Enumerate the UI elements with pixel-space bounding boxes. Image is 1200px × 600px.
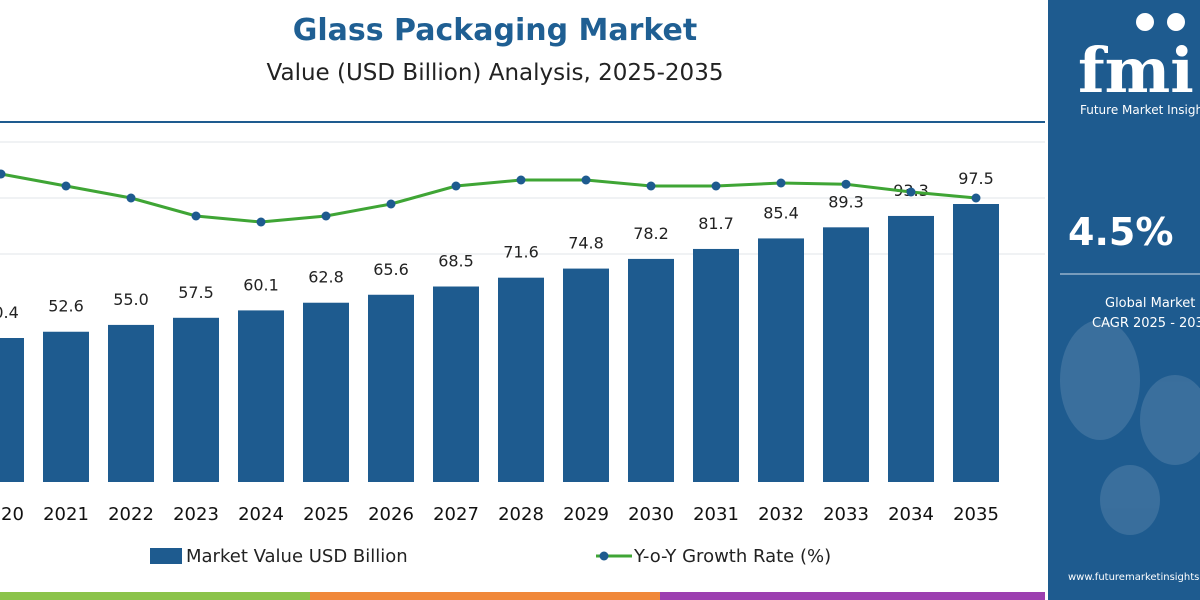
growth-line — [0, 172, 977, 224]
bar-2032 — [758, 238, 804, 482]
legend-line-label: Y-o-Y Growth Rate (%) — [633, 546, 831, 567]
legend-line-marker — [599, 551, 609, 561]
x-tick-label: 2030 — [628, 504, 674, 525]
bar-2028 — [498, 277, 544, 482]
stripe-orange — [310, 592, 660, 600]
bar-value-label: 60.1 — [243, 275, 279, 294]
bar-value-label: 97.5 — [958, 169, 994, 188]
cagr-value: 4.5% — [1068, 210, 1173, 254]
bar-2029 — [563, 268, 609, 482]
x-tick-label: 2021 — [43, 504, 89, 525]
brand-subtitle: Future Market Insights — [1080, 103, 1200, 117]
bar-value-label: 81.7 — [698, 214, 734, 233]
growth-point-2026 — [386, 199, 396, 209]
world-map-texture — [1060, 320, 1200, 535]
x-tick-label: 2025 — [303, 504, 349, 525]
bar-value-label: 85.4 — [763, 203, 799, 222]
growth-point-2030 — [646, 181, 656, 191]
bar-labels: 50.4 52.6 55.0 57.5 60.1 62.8 65.6 68.5 71.6 74.8… — [0, 169, 994, 322]
chart-subtitle: Value (USD Billion) Analysis, 2025-2035 — [267, 60, 724, 86]
bar-value-label: 65.6 — [373, 260, 409, 279]
bar-value-label: 50.4 — [0, 303, 19, 322]
bar-2021 — [43, 331, 89, 482]
x-tick-label: 2028 — [498, 504, 544, 525]
x-tick-label: 2029 — [563, 504, 609, 525]
cagr-label-line1: Global Market — [1105, 296, 1195, 311]
bar-2022 — [108, 324, 154, 482]
grid — [0, 141, 1045, 255]
bar-value-label: 89.3 — [828, 192, 864, 211]
bar-2020 — [0, 338, 24, 482]
bar-value-label: 71.6 — [503, 243, 539, 262]
legend: Market Value USD Billion Y-o-Y Growth Ra… — [150, 546, 831, 567]
cagr-label-line2: CAGR 2025 - 2035 — [1092, 316, 1200, 331]
growth-point-2033 — [841, 179, 851, 189]
x-tick-label: 2022 — [108, 504, 154, 525]
legend-bar-swatch — [150, 548, 182, 564]
stripe-green — [0, 592, 310, 600]
x-tick-label: 2024 — [238, 504, 284, 525]
growth-point-2022 — [126, 193, 136, 203]
bar-value-label: 52.6 — [48, 297, 84, 316]
bar-2027 — [433, 286, 479, 482]
bars — [0, 204, 999, 483]
x-tick-label: 2034 — [888, 504, 934, 525]
x-tick-label: 2035 — [953, 504, 999, 525]
growth-point-2031 — [711, 181, 721, 191]
x-tick-label: 2031 — [693, 504, 739, 525]
bar-2033 — [823, 227, 869, 482]
x-tick-label: 2023 — [173, 504, 219, 525]
bar-2024 — [238, 310, 284, 482]
bar-value-label: 57.5 — [178, 283, 214, 302]
website-url: www.futuremarketinsights.com — [1068, 572, 1200, 583]
growth-point-2025 — [321, 211, 331, 221]
growth-point-2024 — [256, 217, 266, 227]
growth-point-2023 — [191, 211, 201, 221]
growth-line-series — [0, 169, 981, 227]
bar-value-label: 55.0 — [113, 290, 149, 309]
x-tick-label: 2027 — [433, 504, 479, 525]
x-tick-label: 2026 — [368, 504, 414, 525]
growth-point-2032 — [776, 178, 786, 188]
growth-point-2029 — [581, 175, 591, 185]
growth-point-2021 — [61, 181, 71, 191]
side-panel: fmi Future Market Insights 4.5% Global M… — [1048, 0, 1200, 600]
bar-value-label: 68.5 — [438, 252, 474, 271]
brand-name: fmi — [1078, 34, 1194, 107]
growth-point-2020 — [0, 169, 6, 179]
bar-2031 — [693, 248, 739, 482]
growth-point-2034 — [906, 187, 916, 197]
bar-value-label: 62.8 — [308, 268, 344, 287]
bar-2026 — [368, 294, 414, 482]
x-tick-label: 2033 — [823, 504, 869, 525]
chart-title: Glass Packaging Market — [293, 13, 697, 48]
logo-icon — [1136, 13, 1154, 31]
bar-2035 — [953, 204, 999, 482]
stripe-purple — [660, 592, 1045, 600]
legend-bar-label: Market Value USD Billion — [186, 546, 408, 567]
bar-value-label: 74.8 — [568, 234, 604, 253]
bar-2023 — [173, 317, 219, 482]
brand-logo: fmi Future Market Insights — [1078, 13, 1200, 117]
x-tick-label: 2032 — [758, 504, 804, 525]
growth-point-2035 — [971, 193, 981, 203]
bar-2034 — [888, 215, 934, 483]
growth-point-2028 — [516, 175, 526, 185]
bottom-stripe — [0, 592, 1045, 600]
bar-2030 — [628, 258, 674, 482]
bar-value-label: 78.2 — [633, 224, 669, 243]
bar-2025 — [303, 302, 349, 482]
logo-icon — [1167, 13, 1185, 31]
side-panel-bg — [1048, 0, 1200, 600]
growth-point-2027 — [451, 181, 461, 191]
